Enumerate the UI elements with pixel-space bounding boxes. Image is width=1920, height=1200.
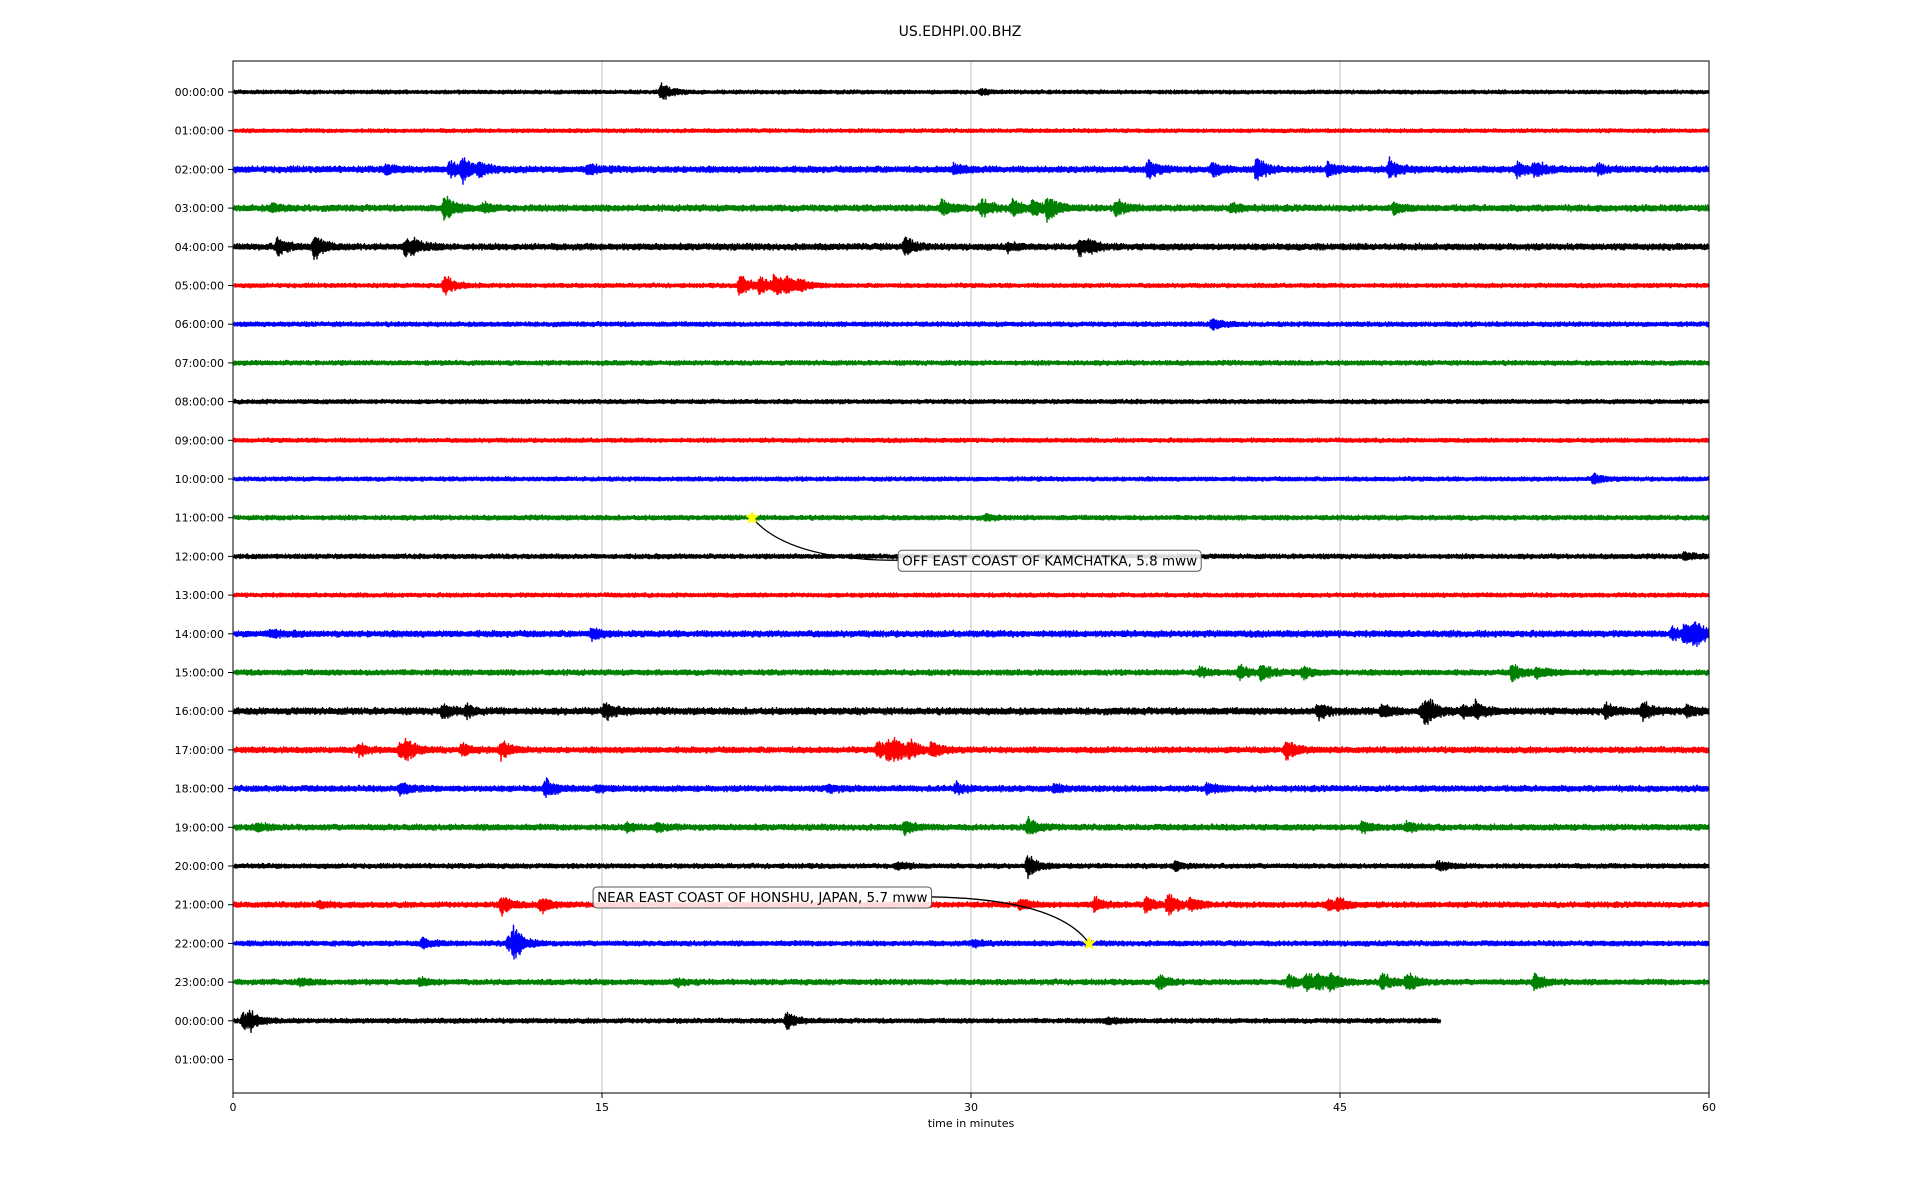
- y-tick-label: 17:00:00: [175, 744, 224, 757]
- y-tick-label: 15:00:00: [175, 667, 224, 680]
- y-axis-tick-labels: 00:00:00 01:00:00 02:00:00 03:00:00 04:00:00…: [175, 86, 233, 1067]
- y-tick-label: 23:00:00: [175, 976, 224, 989]
- x-tick-label: 15: [595, 1101, 609, 1114]
- y-tick-label: 08:00:00: [175, 396, 224, 409]
- trace-row-0: [233, 82, 1710, 100]
- trace-row-20: [233, 855, 1710, 880]
- y-tick-label: 16:00:00: [175, 705, 224, 718]
- y-tick-label: 00:00:00: [175, 86, 224, 99]
- trace-row-14: [233, 621, 1710, 647]
- trace-row-9: [233, 437, 1710, 444]
- trace-row-5: [233, 273, 1710, 296]
- trace-row-3: [233, 195, 1710, 223]
- event-annotations: OFF EAST COAST OF KAMCHATKA, 5.8 mww NEAR…: [592, 509, 1202, 950]
- trace-row-24: [233, 1009, 1442, 1034]
- y-tick-label: 01:00:00: [175, 125, 224, 138]
- y-tick-label: 22:00:00: [175, 937, 224, 950]
- y-tick-label: 20:00:00: [175, 860, 224, 873]
- event-star-marker: [1081, 935, 1097, 950]
- trace-row-17: [233, 736, 1710, 762]
- trace-row-10: [233, 472, 1710, 485]
- trace-row-19: [233, 815, 1710, 837]
- x-tick-label: 45: [1333, 1101, 1347, 1114]
- y-tick-label: 10:00:00: [175, 473, 224, 486]
- chart-title: US.EDHPI.00.BHZ: [899, 24, 1022, 40]
- trace-row-4: [233, 236, 1710, 260]
- y-tick-label: 19:00:00: [175, 821, 224, 834]
- plot-frame: [232, 60, 1710, 1094]
- seismic-traces: [233, 82, 1710, 1034]
- grid-lines: [601, 61, 1341, 1093]
- trace-row-7: [233, 359, 1710, 367]
- x-axis-label: time in minutes: [928, 1117, 1015, 1130]
- y-tick-label: 12:00:00: [175, 550, 224, 563]
- trace-row-18: [233, 777, 1710, 798]
- y-tick-label: 18:00:00: [175, 783, 224, 796]
- event-label-box: [592, 886, 933, 909]
- y-tick-label: 04:00:00: [175, 241, 224, 254]
- y-tick-label: 11:00:00: [175, 512, 224, 525]
- x-axis-ticks: 0 15 30 45 60: [230, 1093, 1716, 1114]
- event-label-box: [897, 549, 1202, 572]
- y-tick-label: 00:00:00: [175, 1015, 224, 1028]
- y-tick-label: 02:00:00: [175, 163, 224, 176]
- event-connector: [931, 896, 1090, 944]
- y-tick-label: 01:00:00: [175, 1054, 224, 1067]
- y-tick-label: 14:00:00: [175, 628, 224, 641]
- event-label: NEAR EAST COAST OF HONSHU, JAPAN, 5.7 mw…: [597, 890, 927, 906]
- event-label: OFF EAST COAST OF KAMCHATKA, 5.8 mww: [902, 553, 1197, 569]
- y-tick-label: 07:00:00: [175, 357, 224, 370]
- y-tick-label: 03:00:00: [175, 202, 224, 215]
- trace-row-8: [233, 398, 1710, 405]
- event-star-marker: [744, 509, 760, 524]
- y-tick-label: 21:00:00: [175, 899, 224, 912]
- y-tick-label: 13:00:00: [175, 589, 224, 602]
- event-connector: [751, 517, 899, 561]
- trace-row-13: [233, 592, 1710, 599]
- x-tick-label: 30: [964, 1101, 978, 1114]
- trace-row-23: [233, 972, 1710, 993]
- trace-row-1: [233, 127, 1710, 134]
- y-tick-label: 05:00:00: [175, 280, 224, 293]
- x-tick-label: 0: [230, 1101, 237, 1114]
- y-tick-label: 09:00:00: [175, 434, 224, 447]
- trace-row-21: [233, 893, 1710, 917]
- trace-row-6: [233, 318, 1710, 331]
- x-tick-label: 60: [1702, 1101, 1716, 1114]
- y-tick-label: 06:00:00: [175, 318, 224, 331]
- trace-row-22: [233, 924, 1710, 960]
- trace-row-11: [233, 513, 1710, 522]
- trace-row-16: [233, 698, 1710, 725]
- trace-row-15: [233, 663, 1710, 683]
- trace-row-2: [233, 156, 1710, 185]
